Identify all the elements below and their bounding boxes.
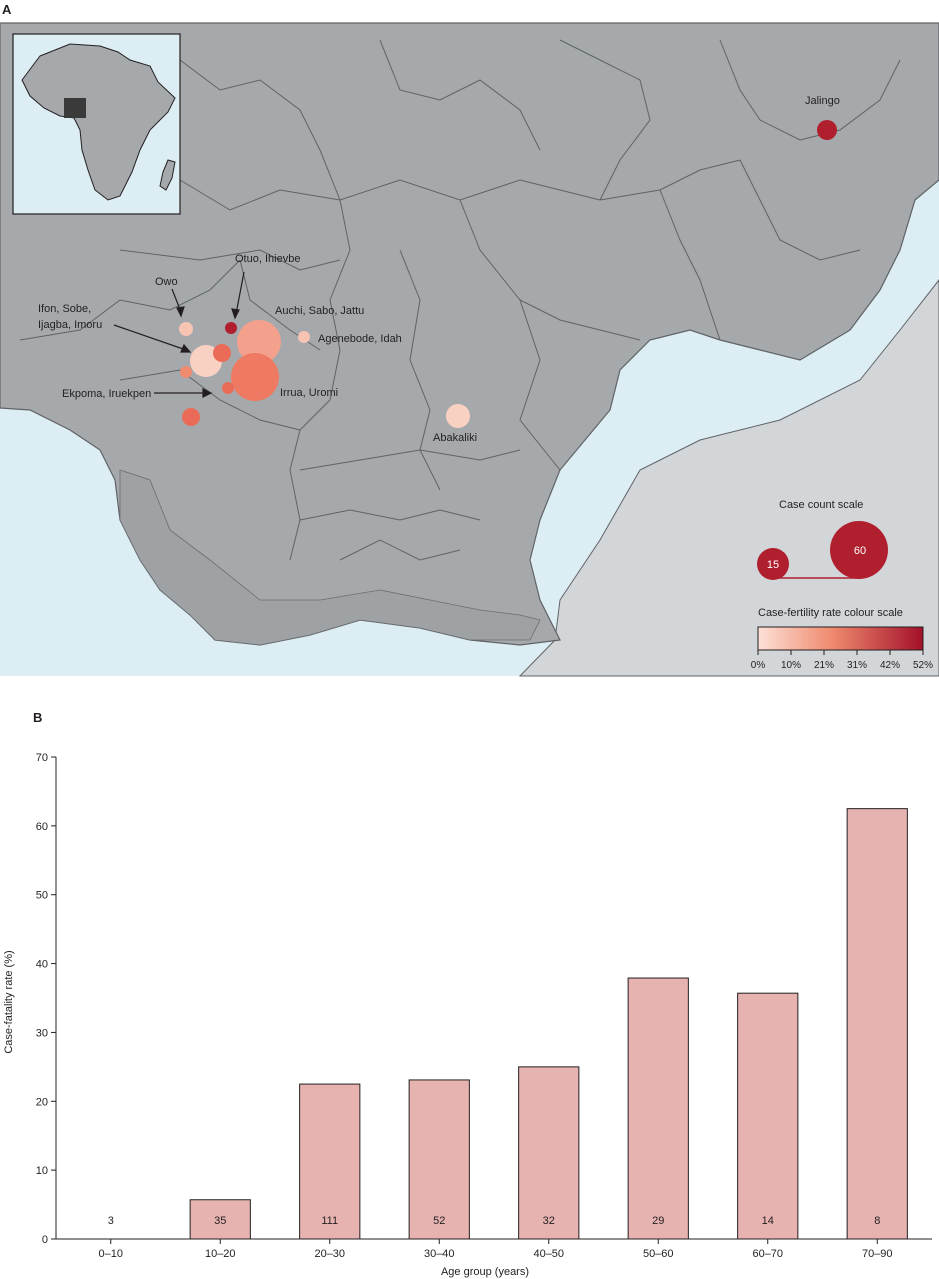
marker-jalingo [817,120,837,140]
bar-count-label: 3 [108,1215,114,1227]
marker-south [182,408,200,426]
x-tick-label: 60–70 [752,1248,783,1260]
x-axis: 0–10 10–20 20–30 30–40 40–50 50–60 60–70 70–90 [56,1238,932,1260]
label-agenebode: Agenebode, Idah [318,333,402,345]
label-owo: Owo [155,276,178,288]
x-axis-label: Age group (years) [441,1266,529,1278]
y-tick-label: 10 [36,1165,48,1177]
admin-boundaries [19,39,901,561]
bar-count-label: 8 [874,1215,880,1227]
cfr-scale-bar [757,626,924,651]
cfr-scale-ticks: 0% 10% 21% 31% 42% 52% [751,650,933,671]
delta-region [119,469,541,646]
map-frame: Jalingo Otuo, Ihievbe Owo Ifon, Sobe, Ij… [0,22,939,677]
cfr-colour-legend: Case-fertility rate colour scale 0% 10% 21… [751,607,933,671]
y-tick-label: 50 [36,890,48,902]
y-axis: 0 10 20 30 40 50 60 70 [36,752,57,1246]
marker-abakaliki [446,404,470,428]
marker-small-west [180,366,192,378]
label-otuo: Otuo, Ihievbe [235,253,300,265]
cfr-scale-title: Case-fertility rate colour scale [758,607,903,619]
x-tick-label: 20–30 [314,1248,345,1260]
label-arrows [113,271,245,398]
inset-nigeria-highlight [64,98,86,118]
cfr-scale-tick-label: 42% [880,660,900,671]
bar-chart: B 0 10 20 30 40 50 60 70 0–10 10–20 20–30 30–40 40–… [3,710,932,1278]
bar-count-label: 32 [543,1215,555,1227]
label-auchi: Auchi, Sabo, Jattu [275,305,364,317]
bar-count-label: 52 [433,1215,445,1227]
cfr-scale-tick-label: 0% [751,660,766,671]
bar [408,1079,470,1240]
y-tick-label: 70 [36,752,48,764]
marker-agenebode [298,331,310,343]
bar-count-label: 29 [652,1215,664,1227]
case-scale-small-label: 15 [767,559,779,571]
cfr-scale-tick-label: 10% [781,660,801,671]
bars: 3 35 111 52 32 29 14 8 [108,808,908,1240]
bar [737,992,799,1240]
land-main [0,22,939,646]
land-east [518,279,939,677]
case-scale-large-circle [830,521,888,579]
bar [518,1066,580,1240]
inset-africa-land [21,43,176,201]
label-ifon: Ifon, Sobe, [38,303,91,315]
marker-ekpoma-a [213,344,231,362]
marker-ekpoma-b [222,382,234,394]
y-tick-label: 30 [36,1027,48,1039]
africa-inset [12,33,181,215]
panel-a-label: A [2,2,12,17]
bar [299,1083,361,1240]
x-tick-label: 40–50 [533,1248,564,1260]
bar [846,808,908,1240]
inset-madagascar [159,159,176,191]
bar [627,977,689,1240]
map-panel: A [0,2,939,677]
x-tick-label: 10–20 [205,1248,236,1260]
y-tick-label: 0 [42,1234,48,1246]
marker-irrua [231,353,279,401]
cfr-scale-tick-label: 31% [847,660,867,671]
marker-auchi [237,320,281,364]
label-ijagba: Ijagba, Imoru [38,319,102,331]
place-labels: Jalingo Otuo, Ihievbe Owo Ifon, Sobe, Ij… [38,95,840,444]
case-markers [179,120,837,428]
label-jalingo: Jalingo [805,95,840,107]
x-tick-label: 50–60 [643,1248,674,1260]
x-tick-label: 70–90 [862,1248,893,1260]
case-scale-title: Case count scale [779,499,863,511]
cfr-scale-tick-label: 21% [814,660,834,671]
bar [189,1199,251,1240]
y-tick-label: 40 [36,959,48,971]
bar-count-label: 111 [321,1215,338,1227]
case-scale-large-label: 60 [854,545,866,557]
label-irrua: Irrua, Uromi [280,387,338,399]
case-count-legend: Case count scale 15 60 [757,499,888,580]
bar-count-label: 14 [762,1215,774,1227]
label-ekpoma: Ekpoma, Iruekpen [62,388,151,400]
marker-otuo [225,322,237,334]
label-abakaliki: Abakaliki [433,432,477,444]
y-axis-label: Case-fatality rate (%) [3,950,15,1053]
x-tick-label: 30–40 [424,1248,455,1260]
chart-title: B [33,710,42,725]
cfr-scale-tick-label: 52% [913,660,933,671]
y-tick-label: 20 [36,1096,48,1108]
x-tick-label: 0–10 [99,1248,123,1260]
y-tick-label: 60 [36,821,48,833]
marker-owo [179,322,193,336]
bar-count-label: 35 [214,1215,226,1227]
case-scale-small-circle [757,548,789,580]
